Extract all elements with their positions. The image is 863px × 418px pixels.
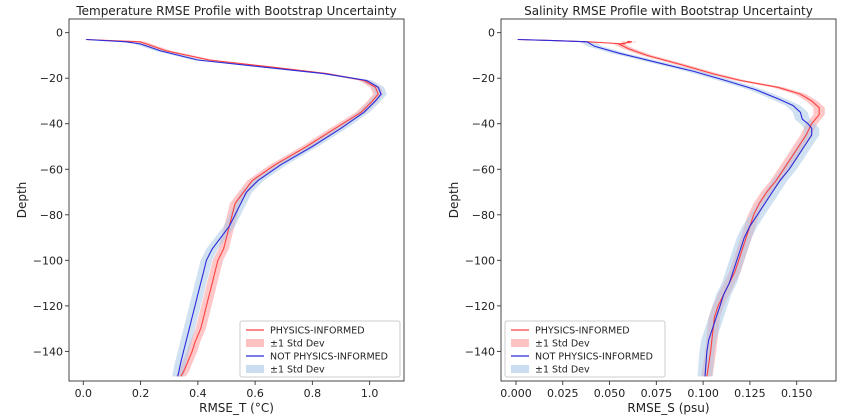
y-tick-label: −80	[40, 209, 63, 222]
y-tick-label: −80	[472, 209, 495, 222]
plot-area	[510, 38, 825, 377]
legend-frame	[239, 320, 401, 378]
chart-title: Salinity RMSE Profile with Bootstrap Unc…	[524, 4, 813, 18]
legend-entry: PHYSICS-INFORMED	[270, 326, 365, 337]
temperature-rmse-panel: 0.0 0.2 0.4 0.6 0.8 1.0 0 −20 −40 −60 −80 −100 −120 −…	[15, 4, 405, 415]
x-tick-label: 0.150	[781, 387, 813, 400]
y-tick-label: 0	[56, 27, 63, 40]
y-axis-label: Depth	[447, 182, 461, 219]
x-tick-label: 0.075	[641, 387, 673, 400]
legend-entry: ±1 Std Dev	[535, 365, 590, 376]
x-tick-label: 0.6	[246, 387, 264, 400]
salinity-rmse-panel: 0.000 0.025 0.050 0.075 0.100 0.125 0.150 0 −20 −…	[447, 4, 837, 415]
y-tick-label: −60	[40, 163, 63, 176]
y-tick-label: −40	[472, 118, 495, 131]
legend-entry: ±1 Std Dev	[535, 339, 590, 350]
x-tick-label: 0.000	[500, 387, 532, 400]
x-tick-label: 0.0	[75, 387, 93, 400]
axes-frame	[68, 18, 405, 382]
axes-frame	[500, 18, 837, 382]
x-tick-label: 0.2	[132, 387, 150, 400]
series-line-physics-informed	[517, 38, 820, 377]
y-tick-label: −140	[33, 345, 63, 358]
x-tick-label: 0.125	[734, 387, 766, 400]
x-tick-label: 0.050	[594, 387, 626, 400]
legend-band-swatch	[511, 339, 529, 347]
x-tick-label: 0.8	[304, 387, 322, 400]
plot-area	[80, 38, 387, 377]
y-tick-label: −100	[33, 254, 63, 267]
x-axis-label: RMSE_S (psu)	[627, 401, 709, 415]
y-tick-label: −20	[40, 72, 63, 85]
legend-entry: NOT PHYSICS-INFORMED	[270, 352, 388, 363]
y-tick-label: 0	[488, 27, 495, 40]
y-tick-label: −40	[40, 118, 63, 131]
y-tick-label: −60	[472, 163, 495, 176]
legend-entry: ±1 Std Dev	[270, 365, 325, 376]
x-axis-label: RMSE_T (°C)	[199, 401, 274, 415]
y-tick-label: −120	[465, 300, 495, 313]
y-tick-label: −140	[465, 345, 495, 358]
legend-entry: ±1 Std Dev	[270, 339, 325, 350]
legend-frame	[504, 320, 666, 378]
y-tick-label: −100	[465, 254, 495, 267]
x-tick-label: 0.100	[687, 387, 719, 400]
legend: PHYSICS-INFORMED ±1 Std Dev NOT PHYSICS-IN…	[504, 320, 666, 378]
legend-entry: NOT PHYSICS-INFORMED	[535, 352, 653, 363]
y-tick-label: −20	[472, 72, 495, 85]
x-tick-label: 1.0	[361, 387, 379, 400]
y-axis-label: Depth	[15, 182, 29, 219]
series-line-not-physics-informed	[86, 38, 382, 377]
legend-band-swatch	[246, 339, 264, 347]
std-band-physics-informed	[81, 39, 384, 377]
legend-band-swatch	[511, 365, 529, 373]
x-tick-label: 0.025	[547, 387, 579, 400]
series-line-not-physics-informed	[517, 38, 813, 377]
y-tick-label: −120	[33, 300, 63, 313]
legend: PHYSICS-INFORMED ±1 Std Dev NOT PHYSICS-IN…	[239, 320, 401, 378]
legend-band-swatch	[246, 365, 264, 373]
legend-entry: PHYSICS-INFORMED	[535, 326, 630, 337]
chart-title: Temperature RMSE Profile with Bootstrap …	[75, 4, 396, 18]
x-tick-label: 0.4	[189, 387, 207, 400]
